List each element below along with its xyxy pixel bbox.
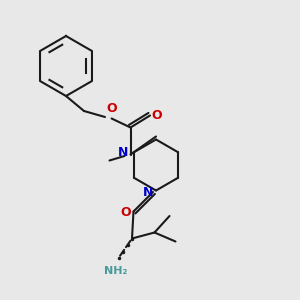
Text: O: O [106, 103, 117, 116]
Text: O: O [121, 206, 131, 220]
Text: NH₂: NH₂ [104, 266, 127, 275]
Text: N: N [118, 146, 128, 160]
Text: O: O [152, 109, 162, 122]
Text: N: N [143, 185, 154, 199]
